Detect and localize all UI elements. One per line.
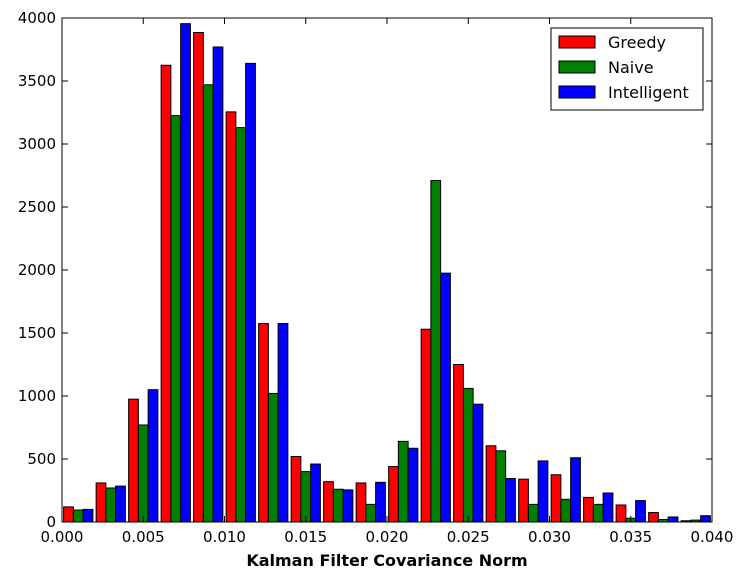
x-tick-label: 0.020 bbox=[366, 528, 409, 546]
bars-group bbox=[63, 23, 711, 523]
bar-greedy-1 bbox=[95, 482, 107, 523]
legend-swatch-intelligent bbox=[558, 85, 596, 99]
y-tick-label: 3000 bbox=[18, 135, 56, 153]
bar-intelligent-16 bbox=[602, 492, 614, 523]
bar-greedy-9 bbox=[355, 482, 367, 523]
x-tick-label: 0.040 bbox=[691, 528, 734, 546]
legend-label-greedy: Greedy bbox=[608, 33, 666, 52]
bar-naive-5 bbox=[235, 127, 247, 523]
y-tick-label: 4000 bbox=[18, 9, 56, 27]
bar-intelligent-15 bbox=[570, 457, 581, 523]
x-axis-label: Kalman Filter Covariance Norm bbox=[246, 551, 527, 570]
bar-naive-4 bbox=[202, 84, 214, 523]
bar-greedy-17 bbox=[615, 504, 627, 523]
bar-greedy-11 bbox=[420, 328, 432, 523]
bar-greedy-5 bbox=[225, 111, 237, 523]
bar-naive-13 bbox=[495, 450, 507, 523]
y-tick-label: 500 bbox=[27, 450, 56, 468]
bar-greedy-8 bbox=[323, 481, 334, 523]
bar-intelligent-5 bbox=[245, 62, 256, 523]
y-tick-label: 3500 bbox=[18, 72, 56, 90]
bar-greedy-10 bbox=[388, 466, 399, 523]
bar-greedy-2 bbox=[128, 398, 139, 523]
bar-greedy-4 bbox=[193, 31, 204, 523]
bar-intelligent-6 bbox=[277, 323, 289, 523]
bar-intelligent-18 bbox=[667, 516, 679, 523]
bar-greedy-6 bbox=[258, 323, 269, 523]
bar-intelligent-19 bbox=[700, 515, 711, 523]
bar-intelligent-2 bbox=[147, 389, 159, 523]
x-tick-label: 0.015 bbox=[284, 528, 327, 546]
bar-greedy-7 bbox=[290, 455, 302, 523]
x-tick-label: 0.025 bbox=[447, 528, 490, 546]
legend: Greedy Naive Intelligent bbox=[550, 27, 704, 111]
bar-intelligent-7 bbox=[310, 463, 321, 523]
bar-intelligent-11 bbox=[440, 272, 451, 523]
bar-greedy-0 bbox=[63, 506, 74, 523]
y-tick-label: 1000 bbox=[18, 387, 56, 405]
x-tick-label: 0.010 bbox=[203, 528, 246, 546]
bar-intelligent-14 bbox=[537, 460, 549, 523]
bar-naive-9 bbox=[365, 503, 377, 523]
bar-naive-1 bbox=[105, 487, 117, 523]
legend-label-naive: Naive bbox=[608, 58, 654, 77]
bar-naive-12 bbox=[462, 387, 474, 523]
x-tick-label: 0.005 bbox=[122, 528, 165, 546]
x-tick-label: 0.000 bbox=[41, 528, 84, 546]
bar-greedy-16 bbox=[583, 496, 594, 523]
bar-naive-6 bbox=[267, 392, 279, 523]
y-tick-label: 2500 bbox=[18, 198, 56, 216]
bar-naive-8 bbox=[332, 488, 344, 523]
x-tick-label: 0.035 bbox=[609, 528, 652, 546]
bar-intelligent-3 bbox=[180, 23, 191, 523]
y-axis-ticks: 0 500 1000 1500 2000 2500 3000 3500 4000 bbox=[18, 9, 712, 531]
bar-naive-11 bbox=[430, 180, 442, 523]
x-axis-ticks: 0.000 0.005 0.010 0.015 0.020 0.025 0.030 0.035… bbox=[41, 18, 734, 546]
bar-greedy-15 bbox=[550, 474, 562, 523]
y-tick-label: 0 bbox=[46, 513, 56, 531]
bar-intelligent-8 bbox=[342, 489, 354, 523]
bar-intelligent-17 bbox=[635, 500, 646, 523]
y-tick-label: 1500 bbox=[18, 324, 56, 342]
bar-naive-3 bbox=[170, 115, 182, 523]
bar-naive-2 bbox=[137, 424, 149, 523]
legend-label-intelligent: Intelligent bbox=[608, 83, 689, 102]
bar-intelligent-1 bbox=[115, 485, 126, 523]
bar-greedy-13 bbox=[485, 445, 497, 523]
bar-greedy-12 bbox=[453, 364, 464, 523]
bar-naive-0 bbox=[72, 509, 84, 523]
legend-swatch-greedy bbox=[558, 35, 596, 49]
bar-naive-14 bbox=[527, 503, 539, 523]
bar-intelligent-13 bbox=[505, 478, 516, 523]
bar-intelligent-12 bbox=[472, 403, 484, 523]
bar-intelligent-4 bbox=[212, 46, 224, 523]
bar-intelligent-9 bbox=[375, 481, 386, 523]
legend-swatch-naive bbox=[558, 60, 596, 74]
bar-naive-7 bbox=[300, 471, 312, 523]
bar-greedy-3 bbox=[160, 64, 172, 523]
bar-intelligent-0 bbox=[82, 508, 94, 523]
y-tick-label: 2000 bbox=[18, 261, 56, 279]
bar-naive-16 bbox=[592, 503, 604, 523]
bar-intelligent-10 bbox=[407, 447, 419, 523]
bar-greedy-18 bbox=[648, 512, 659, 523]
x-tick-label: 0.030 bbox=[528, 528, 571, 546]
bar-naive-15 bbox=[560, 498, 572, 523]
bar-greedy-14 bbox=[518, 478, 529, 523]
bar-naive-10 bbox=[397, 440, 409, 523]
